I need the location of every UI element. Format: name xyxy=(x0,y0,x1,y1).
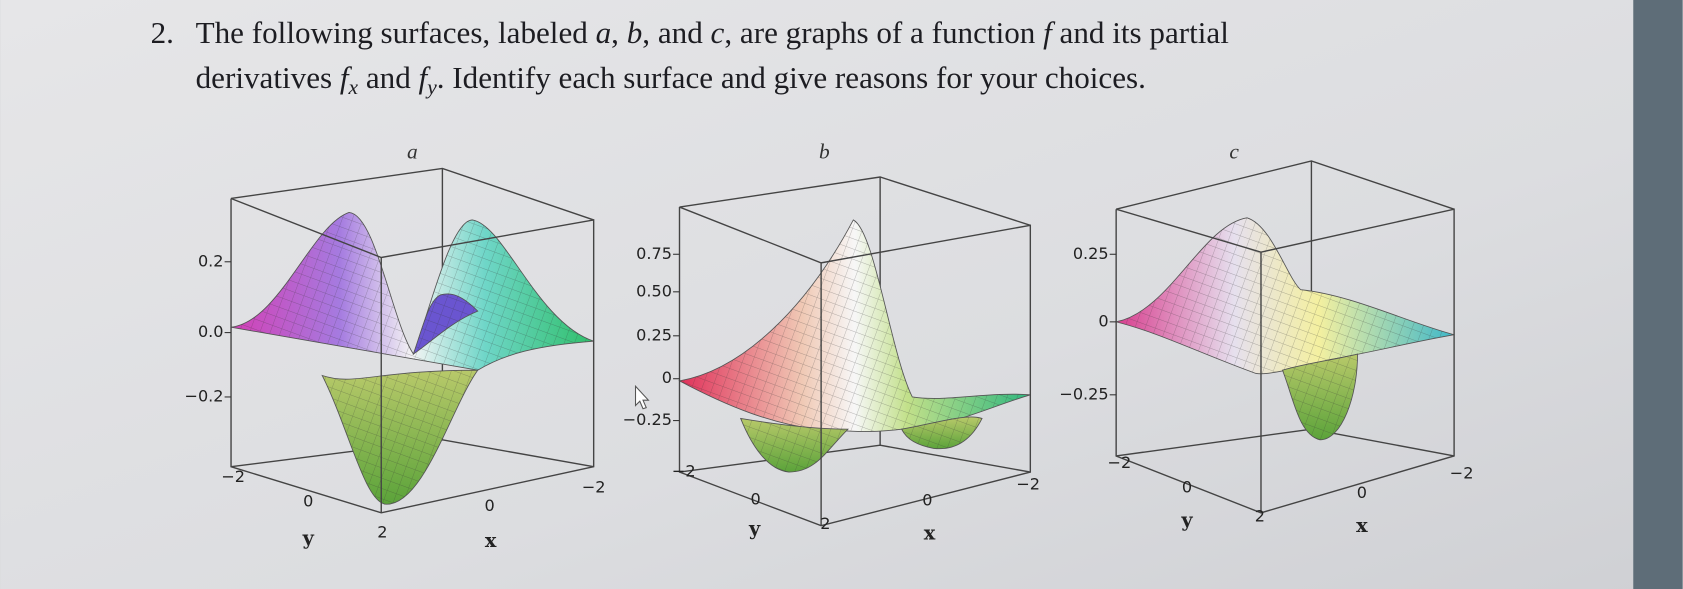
y-axis-label: y xyxy=(1180,508,1193,531)
y-axis-label: y xyxy=(302,527,315,550)
text-run: . Identify each surface and give reasons… xyxy=(437,60,1146,95)
text-run: and xyxy=(358,60,418,95)
plot-title: b xyxy=(819,139,830,163)
screen-edge xyxy=(1633,0,1683,589)
x-axis-label: x xyxy=(924,521,936,544)
y-axis-label: y xyxy=(748,517,761,540)
z-tick-label: 0.50 xyxy=(636,281,672,300)
x-axis-label: x xyxy=(1356,514,1368,537)
z-tick-label: 0.25 xyxy=(636,325,672,344)
plot-title: a xyxy=(407,139,418,163)
surface-mesh xyxy=(413,293,478,355)
box-front xyxy=(1115,208,1455,514)
surface-mesh xyxy=(1282,354,1358,440)
surface-plot: a 0.2 0.0 −0.2 −2 0 2 0 −2 y x xyxy=(184,139,605,551)
surface-mesh xyxy=(322,370,478,505)
y-tick-label: 0 xyxy=(751,489,761,508)
surface-mesh xyxy=(901,416,983,449)
y-tick-label: 2 xyxy=(1255,507,1265,526)
z-tick-label: 0 xyxy=(662,368,672,387)
z-tick-label: 0.25 xyxy=(1073,244,1109,263)
text-run: , are graphs of a function xyxy=(724,15,1043,50)
z-tick-label: 0.0 xyxy=(198,322,224,341)
box-front xyxy=(230,197,595,514)
question-line: The following surfaces, labeled a, b, an… xyxy=(196,15,1230,50)
z-tick-label: −0.25 xyxy=(623,410,672,429)
text-run: , and xyxy=(642,15,710,50)
surface-mesh xyxy=(231,212,594,371)
z-tick-label: 0.75 xyxy=(636,244,672,263)
x-tick-label: −2 xyxy=(582,478,606,497)
y-tick-label: 2 xyxy=(820,514,830,533)
y-tick-label: 2 xyxy=(377,523,387,542)
surface-mesh xyxy=(1116,217,1455,374)
text-run: derivatives xyxy=(196,60,340,95)
y-tick-label: −2 xyxy=(672,462,696,481)
question-number: 2. xyxy=(151,15,174,50)
text-run: b xyxy=(627,15,643,50)
x-tick-label: −2 xyxy=(1450,464,1474,483)
x-tick-label: 0 xyxy=(484,496,494,515)
text-run: The following surfaces, labeled xyxy=(196,15,596,50)
y-tick-label: −2 xyxy=(221,467,245,486)
y-tick-label: 0 xyxy=(1182,478,1192,497)
surface-plot: b 0.75 0.50 0.25 0 −0.25 −2 0 2 0 −2 y x xyxy=(623,139,1040,544)
x-tick-label: 0 xyxy=(1357,483,1367,502)
plot-title: c xyxy=(1229,139,1239,163)
x-tick-label: 0 xyxy=(922,491,932,510)
y-tick-label: −2 xyxy=(1108,453,1132,472)
z-tick-label: −0.2 xyxy=(184,386,223,405)
text-run: a xyxy=(596,15,612,50)
z-tick-label: 0.2 xyxy=(198,251,224,270)
mouse-cursor xyxy=(634,384,650,410)
x-axis-label: x xyxy=(485,529,497,552)
box-front xyxy=(678,206,1032,527)
question-line: derivatives fx and fy. Identify each sur… xyxy=(196,60,1146,99)
z-tick-label: −0.25 xyxy=(1059,384,1108,403)
x-tick-label: −2 xyxy=(1016,474,1040,493)
text-run: y xyxy=(425,75,437,99)
surface-mesh xyxy=(679,219,1031,432)
z-tick-label: 0 xyxy=(1098,311,1108,330)
y-tick-label: 0 xyxy=(303,492,313,511)
text-run: c xyxy=(711,15,725,50)
surface-plot: c 0.25 0 −0.25 −2 0 2 0 −2 y x xyxy=(1059,139,1473,536)
text-run: , xyxy=(611,15,627,50)
text-run: x xyxy=(348,75,359,99)
text-run: and its partial xyxy=(1052,15,1229,50)
